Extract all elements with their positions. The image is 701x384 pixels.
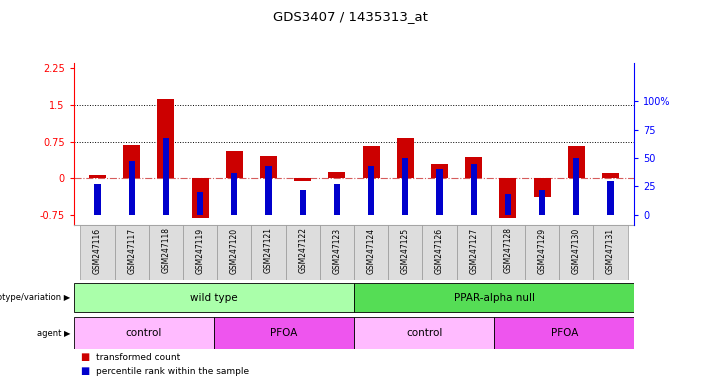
FancyBboxPatch shape [74,318,214,349]
Text: GSM247128: GSM247128 [503,227,512,273]
FancyBboxPatch shape [494,318,634,349]
Text: wild type: wild type [190,293,238,303]
Bar [294,178,311,181]
Bar [465,157,482,178]
Bar [362,146,380,178]
FancyBboxPatch shape [354,318,494,349]
Text: GDS3407 / 1435313_at: GDS3407 / 1435313_at [273,10,428,23]
Bar [129,162,135,215]
Bar [402,158,409,215]
FancyBboxPatch shape [115,225,149,280]
Bar [533,178,550,197]
Text: GSM247124: GSM247124 [367,227,376,273]
Bar [470,164,477,215]
Text: GSM247123: GSM247123 [332,227,341,273]
Bar [397,137,414,178]
Text: GSM247120: GSM247120 [230,227,239,273]
Bar [368,166,374,215]
Text: genotype/variation ▶: genotype/variation ▶ [0,293,70,302]
FancyBboxPatch shape [74,283,354,312]
Bar [163,137,169,215]
Bar [499,178,517,218]
FancyBboxPatch shape [285,225,320,280]
FancyBboxPatch shape [354,225,388,280]
FancyBboxPatch shape [388,225,423,280]
Text: agent ▶: agent ▶ [36,329,70,338]
Bar [191,178,209,218]
Bar [602,173,619,178]
FancyBboxPatch shape [252,225,285,280]
Text: GSM247126: GSM247126 [435,227,444,273]
Text: control: control [406,328,442,338]
Bar [197,192,203,215]
Text: GSM247119: GSM247119 [196,227,205,273]
FancyBboxPatch shape [320,225,354,280]
FancyBboxPatch shape [525,225,559,280]
Bar [158,99,175,178]
Text: percentile rank within the sample: percentile rank within the sample [96,367,249,376]
FancyBboxPatch shape [593,225,627,280]
Bar [573,158,579,215]
FancyBboxPatch shape [149,225,183,280]
Bar [328,172,346,178]
Bar [539,190,545,215]
FancyBboxPatch shape [81,225,115,280]
Bar [260,156,277,178]
Text: PPAR-alpha null: PPAR-alpha null [454,293,535,303]
Bar [431,164,448,178]
Text: GSM247129: GSM247129 [538,227,547,273]
FancyBboxPatch shape [354,283,634,312]
Text: ■: ■ [81,352,90,362]
Bar [89,175,106,178]
Text: PFOA: PFOA [550,328,578,338]
Bar [231,173,238,215]
Bar [607,181,613,215]
Text: GSM247121: GSM247121 [264,227,273,273]
Text: control: control [125,328,162,338]
Text: GSM247122: GSM247122 [298,227,307,273]
FancyBboxPatch shape [559,225,593,280]
Bar [437,169,442,215]
FancyBboxPatch shape [214,318,354,349]
Bar [299,190,306,215]
Text: GSM247130: GSM247130 [572,227,580,274]
Text: ■: ■ [81,366,90,376]
Bar [266,166,271,215]
Text: GSM247117: GSM247117 [128,227,136,273]
Text: GSM247116: GSM247116 [93,227,102,273]
FancyBboxPatch shape [491,225,525,280]
Text: GSM247125: GSM247125 [401,227,410,273]
Text: GSM247118: GSM247118 [161,227,170,273]
Bar [568,146,585,178]
Bar [95,184,101,215]
Bar [505,194,511,215]
Text: GSM247127: GSM247127 [469,227,478,273]
Text: GSM247131: GSM247131 [606,227,615,273]
FancyBboxPatch shape [456,225,491,280]
Bar [226,151,243,178]
Bar [123,145,140,178]
FancyBboxPatch shape [217,225,252,280]
Text: PFOA: PFOA [270,328,298,338]
FancyBboxPatch shape [183,225,217,280]
Text: transformed count: transformed count [96,353,180,362]
FancyBboxPatch shape [423,225,456,280]
Bar [334,184,340,215]
